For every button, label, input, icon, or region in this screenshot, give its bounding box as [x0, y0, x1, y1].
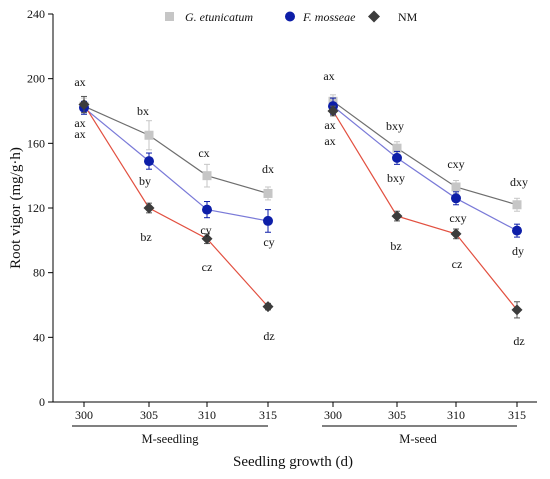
significance-label: bxy — [387, 171, 405, 185]
significance-label: ax — [74, 75, 85, 89]
y-tick-label: 240 — [27, 7, 45, 21]
x-tick-label: 305 — [388, 408, 406, 422]
y-tick-label: 0 — [39, 395, 45, 409]
data-point-nm — [201, 233, 213, 245]
legend-label-g-etunicatum: G. etunicatum — [185, 10, 253, 24]
significance-label: ax — [324, 118, 335, 132]
significance-label: bz — [390, 239, 401, 253]
data-point-g-etunicatum — [512, 200, 522, 210]
significance-label: dz — [513, 334, 524, 348]
axes — [52, 14, 537, 403]
significance-label: cz — [452, 257, 463, 271]
data-point-f-mosseae — [512, 225, 522, 236]
series-line-nm — [332, 110, 518, 311]
data-point-g-etunicatum — [263, 188, 273, 198]
group-brackets: M-seedling M-seed — [72, 425, 517, 446]
significance-label: bx — [137, 104, 149, 118]
data-point-g-etunicatum — [202, 171, 212, 181]
y-tick-label: 40 — [33, 330, 45, 344]
significance-label: cxy — [447, 157, 464, 171]
significance-label: by — [139, 174, 151, 188]
legend-label-f-mosseae: F. mosseae — [302, 10, 356, 24]
data-point-nm — [78, 99, 90, 111]
significance-label: cy — [263, 235, 274, 249]
series-line-f-mosseae — [83, 107, 269, 222]
legend-marker-f-mosseae — [285, 11, 295, 22]
plot-area: axaxaxbxbybzcxcyczdxcydzaxaxaxbxybxybzcx… — [74, 69, 528, 348]
x-tick-label: 300 — [324, 408, 342, 422]
group-label-m-seedling: M-seedling — [142, 432, 200, 446]
significance-label: dy — [512, 244, 524, 258]
x-tick-label: 310 — [447, 408, 465, 422]
significance-label: ax — [74, 127, 85, 141]
x-tick-label: 305 — [140, 408, 158, 422]
series-line-f-mosseae — [332, 105, 518, 232]
series-line-g-etunicatum — [83, 105, 269, 195]
data-point-g-etunicatum — [144, 130, 154, 140]
series-line-nm — [83, 104, 269, 308]
data-point-f-mosseae — [144, 156, 154, 167]
significance-label: cxy — [449, 211, 466, 225]
significance-label: cy — [200, 223, 211, 237]
data-point-nm — [327, 105, 339, 117]
data-point-f-mosseae — [392, 152, 402, 163]
significance-label: dx — [262, 162, 274, 176]
data-point-f-mosseae — [451, 193, 461, 204]
significance-label: dxy — [510, 175, 528, 189]
legend-marker-g-etunicatum — [165, 12, 174, 21]
x-axis-title: Seedling growth (d) — [233, 454, 353, 470]
x-tick-label: 310 — [198, 408, 216, 422]
data-point-f-mosseae — [263, 215, 273, 226]
significance-label: ax — [324, 134, 335, 148]
legend: G. etunicatum F. mosseae NM — [165, 10, 418, 24]
y-axis-title: Root vigor (mg/g·h) — [8, 147, 24, 269]
data-point-nm — [511, 304, 523, 316]
x-tick-label: 315 — [508, 408, 526, 422]
data-point-nm — [391, 210, 403, 222]
series-line-g-etunicatum — [332, 100, 518, 206]
significance-label: cx — [198, 146, 209, 160]
significance-label: ax — [74, 116, 85, 130]
data-point-nm — [450, 228, 462, 240]
y-tick-label: 80 — [33, 266, 45, 280]
significance-label: cz — [202, 260, 213, 274]
data-point-g-etunicatum — [451, 182, 461, 192]
x-tick-label: 315 — [259, 408, 277, 422]
y-tick-label: 120 — [27, 201, 45, 215]
x-axis-ticks: 300 305 310 315 300 305 310 315 — [75, 402, 526, 422]
data-point-f-mosseae — [202, 204, 212, 215]
data-point-nm — [143, 202, 155, 214]
significance-label: bxy — [386, 119, 404, 133]
legend-marker-nm — [368, 10, 380, 23]
y-axis-ticks: 0 40 80 120 160 200 240 — [27, 7, 53, 409]
legend-label-nm: NM — [398, 10, 418, 24]
significance-label: dz — [263, 329, 274, 343]
data-point-nm — [262, 301, 274, 313]
data-point-g-etunicatum — [392, 143, 402, 153]
y-tick-label: 200 — [27, 72, 45, 86]
group-label-m-seed: M-seed — [399, 432, 437, 446]
significance-label: ax — [323, 69, 334, 83]
y-tick-label: 160 — [27, 136, 45, 150]
x-tick-label: 300 — [75, 408, 93, 422]
significance-label: bz — [140, 230, 151, 244]
